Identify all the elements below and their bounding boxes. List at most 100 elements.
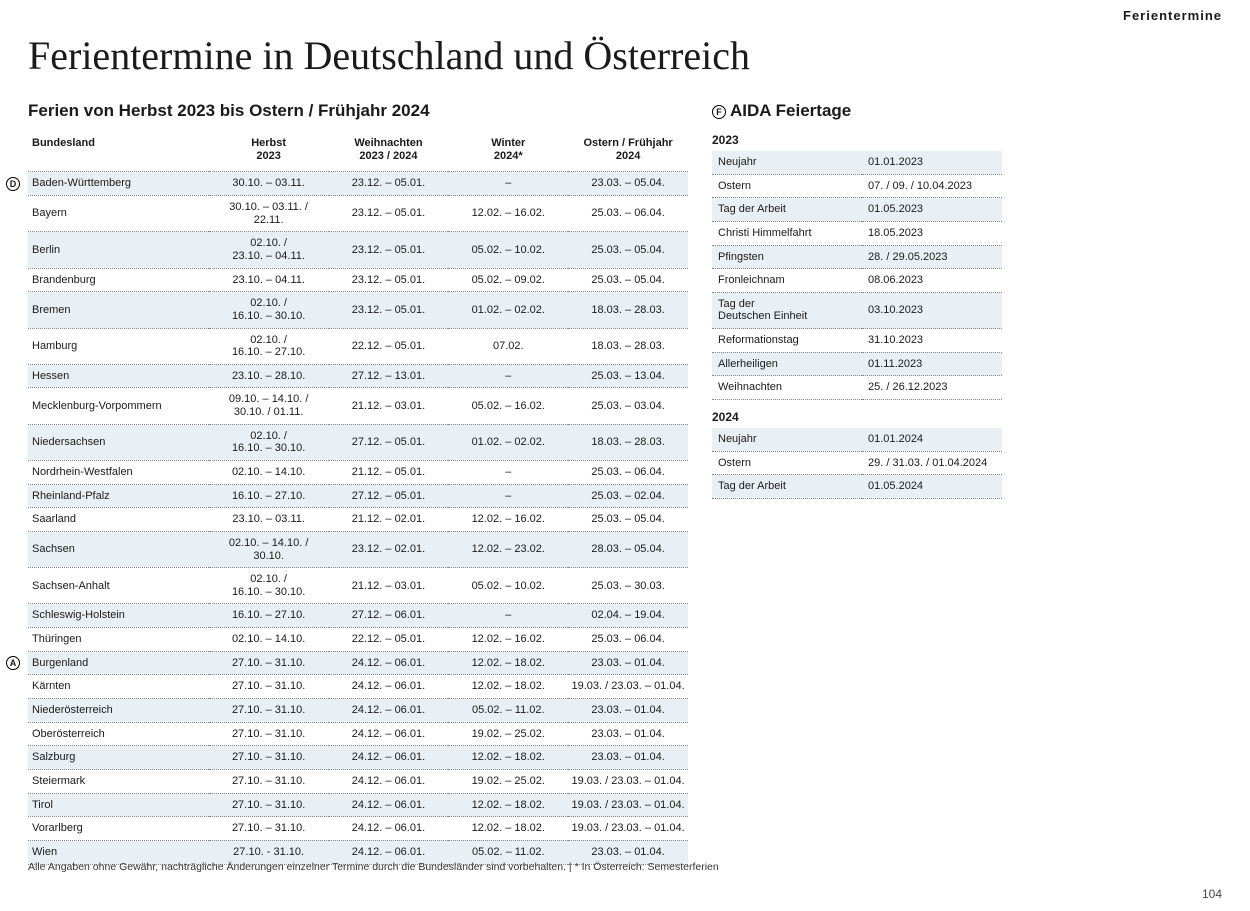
bundesland-cell: Saarland [28, 508, 209, 532]
bundesland-cell: Rheinland-Pfalz [28, 484, 209, 508]
ferien-row: Hamburg02.10. /16.10. – 27.10.22.12. – 0… [28, 328, 688, 364]
date-cell: 23.12. – 05.01. [329, 172, 449, 196]
bundesland-cell: Niederösterreich [28, 699, 209, 723]
date-cell: 21.12. – 05.01. [329, 460, 449, 484]
ferien-header-cell: Weihnachten2023 / 2024 [329, 133, 449, 172]
holiday-row: Christi Himmelfahrt18.05.2023 [712, 221, 1002, 245]
holiday-name: Tag der Arbeit [712, 475, 862, 499]
bundesland-cell: Brandenburg [28, 268, 209, 292]
date-cell: 09.10. – 14.10. /30.10. / 01.11. [209, 388, 329, 424]
ferien-header-row: BundeslandHerbst2023Weihnachten2023 / 20… [28, 133, 688, 172]
date-cell: 02.10. – 14.10. /30.10. [209, 531, 329, 567]
bundesland-cell: Baden-WürttembergD [28, 172, 209, 196]
page-number: 104 [1202, 887, 1222, 901]
date-cell: 24.12. – 06.01. [329, 699, 449, 723]
date-cell: 19.02. – 25.02. [448, 722, 568, 746]
bundesland-cell: Niedersachsen [28, 424, 209, 460]
date-cell: 23.12. – 05.01. [329, 232, 449, 268]
holiday-date: 25. / 26.12.2023 [862, 376, 1002, 400]
holidays-table: Neujahr01.01.2023Ostern07. / 09. / 10.04… [712, 151, 1002, 400]
date-cell: – [448, 604, 568, 628]
holiday-row: Pfingsten28. / 29.05.2023 [712, 245, 1002, 269]
ferien-row: Brandenburg23.10. – 04.11.23.12. – 05.01… [28, 268, 688, 292]
date-cell: 12.02. – 18.02. [448, 746, 568, 770]
holiday-row: Allerheiligen01.11.2023 [712, 352, 1002, 376]
holiday-name: Christi Himmelfahrt [712, 221, 862, 245]
date-cell: 18.03. – 28.03. [568, 328, 688, 364]
date-cell: 24.12. – 06.01. [329, 675, 449, 699]
date-cell: 02.10. /16.10. – 30.10. [209, 292, 329, 328]
date-cell: 22.12. – 05.01. [329, 628, 449, 652]
ferien-row: Sachsen-Anhalt02.10. /16.10. – 30.10.21.… [28, 568, 688, 604]
holiday-date: 01.01.2024 [862, 428, 1002, 451]
holiday-name: Allerheiligen [712, 352, 862, 376]
ferien-header-cell: Herbst2023 [209, 133, 329, 172]
ferien-row: Hessen23.10. – 28.10.27.12. – 13.01.–25.… [28, 364, 688, 388]
holiday-date: 01.05.2023 [862, 198, 1002, 222]
date-cell: 25.03. – 02.04. [568, 484, 688, 508]
date-cell: 23.12. – 05.01. [329, 196, 449, 232]
holiday-row: Neujahr01.01.2023 [712, 151, 1002, 174]
date-cell: 22.12. – 05.01. [329, 328, 449, 364]
holiday-name: Neujahr [712, 151, 862, 174]
date-cell: 25.03. – 03.04. [568, 388, 688, 424]
date-cell: 27.12. – 13.01. [329, 364, 449, 388]
date-cell: 16.10. – 27.10. [209, 484, 329, 508]
holiday-name: Ostern [712, 174, 862, 198]
footnote: Alle Angaben ohne Gewähr, nachträgliche … [28, 861, 719, 873]
country-marker-icon: A [6, 656, 20, 670]
date-cell: 19.03. / 23.03. – 01.04. [568, 769, 688, 793]
date-cell: 25.03. – 30.03. [568, 568, 688, 604]
holiday-name: Neujahr [712, 428, 862, 451]
date-cell: 30.10. – 03.11. [209, 172, 329, 196]
date-cell: 19.03. / 23.03. – 01.04. [568, 793, 688, 817]
holiday-date: 18.05.2023 [862, 221, 1002, 245]
bundesland-cell: Sachsen-Anhalt [28, 568, 209, 604]
date-cell: 25.03. – 06.04. [568, 628, 688, 652]
holidays-container: 2023 Neujahr01.01.2023Ostern07. / 09. / 1… [712, 133, 1002, 499]
holiday-row: Reformationstag31.10.2023 [712, 329, 1002, 353]
holiday-row: Weihnachten25. / 26.12.2023 [712, 376, 1002, 400]
date-cell: 27.12. – 06.01. [329, 604, 449, 628]
ferien-row: BurgenlandA27.10. – 31.10.24.12. – 06.01… [28, 651, 688, 675]
holiday-date: 28. / 29.05.2023 [862, 245, 1002, 269]
bundesland-cell: Bremen [28, 292, 209, 328]
date-cell: 02.10. – 14.10. [209, 460, 329, 484]
date-cell: 27.10. – 31.10. [209, 793, 329, 817]
bundesland-cell: Sachsen [28, 531, 209, 567]
holiday-date: 01.05.2024 [862, 475, 1002, 499]
feiertage-subtitle: FAIDA Feiertage [712, 101, 1002, 121]
date-cell: 02.10. /16.10. – 30.10. [209, 424, 329, 460]
date-cell: 24.12. – 06.01. [329, 722, 449, 746]
date-cell: 18.03. – 28.03. [568, 292, 688, 328]
holidays-year-head: 2023 [712, 133, 1002, 147]
date-cell: 07.02. [448, 328, 568, 364]
holiday-name: Tag derDeutschen Einheit [712, 292, 862, 328]
date-cell: 12.02. – 23.02. [448, 531, 568, 567]
date-cell: 27.10. – 31.10. [209, 722, 329, 746]
country-marker-icon: D [6, 177, 20, 191]
holiday-row: Tag der Arbeit01.05.2023 [712, 198, 1002, 222]
holiday-date: 03.10.2023 [862, 292, 1002, 328]
date-cell: 12.02. – 16.02. [448, 628, 568, 652]
holiday-row: Fronleichnam08.06.2023 [712, 269, 1002, 293]
bundesland-cell: Steiermark [28, 769, 209, 793]
date-cell: 19.03. / 23.03. – 01.04. [568, 817, 688, 841]
marker-f-icon: F [712, 105, 726, 119]
ferien-row: Oberösterreich27.10. – 31.10.24.12. – 06… [28, 722, 688, 746]
date-cell: 01.02. – 02.02. [448, 424, 568, 460]
date-cell: 05.02. – 10.02. [448, 232, 568, 268]
holiday-name: Pfingsten [712, 245, 862, 269]
date-cell: 05.02. – 09.02. [448, 268, 568, 292]
date-cell: 05.02. – 16.02. [448, 388, 568, 424]
ferien-header-cell: Ostern / Frühjahr2024 [568, 133, 688, 172]
date-cell: 05.02. – 11.02. [448, 699, 568, 723]
date-cell: 23.03. – 01.04. [568, 722, 688, 746]
date-cell: 24.12. – 06.01. [329, 793, 449, 817]
date-cell: 12.02. – 18.02. [448, 817, 568, 841]
date-cell: 21.12. – 03.01. [329, 388, 449, 424]
holidays-table: Neujahr01.01.2024Ostern29. / 31.03. / 01… [712, 428, 1002, 499]
date-cell: 02.10. /23.10. – 04.11. [209, 232, 329, 268]
ferien-row: Berlin02.10. /23.10. – 04.11.23.12. – 05… [28, 232, 688, 268]
bundesland-cell: Nordrhein-Westfalen [28, 460, 209, 484]
